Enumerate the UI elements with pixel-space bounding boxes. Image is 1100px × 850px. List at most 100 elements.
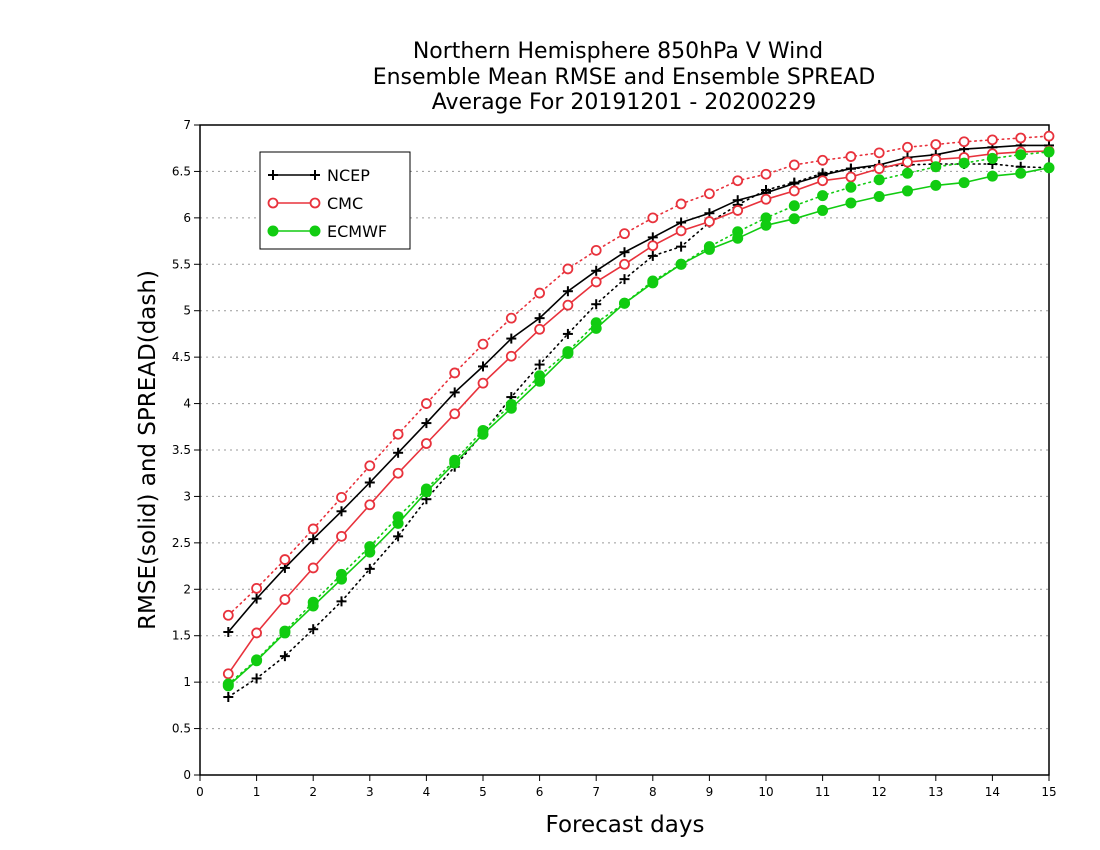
spread-point-cmc	[704, 188, 715, 200]
rmse-point-ncep	[732, 195, 743, 206]
spread-point-cmc	[873, 147, 885, 159]
chart-title: Northern Hemisphere 850hPa V Wind Ensemb…	[373, 39, 876, 115]
y-tick-label: 4.5	[172, 350, 191, 364]
y-tick-label: 6.5	[172, 164, 191, 178]
spread-point-cmc	[647, 212, 659, 224]
series-ecmwf	[222, 146, 1055, 692]
spread-point-cmc	[562, 263, 574, 275]
y-tick-label: 5	[183, 304, 191, 318]
legend-item-ncep: NCEP	[268, 166, 370, 185]
legend-marker	[267, 225, 279, 237]
rmse-point-ecmwf	[760, 219, 772, 231]
y-tick-label: 3.5	[172, 443, 191, 457]
rmse-point-ecmwf	[619, 297, 630, 309]
spread-point-cmc	[1043, 130, 1055, 142]
rmse-point-ecmwf	[788, 213, 800, 225]
y-tick-label: 0.5	[172, 722, 191, 736]
rmse-point-cmc	[307, 562, 319, 574]
rmse-point-ecmwf	[703, 243, 715, 255]
x-tick-label: 15	[1041, 785, 1056, 799]
rmse-point-ncep	[449, 387, 460, 398]
spread-point-ncep	[393, 531, 404, 542]
rmse-point-ecmwf	[420, 486, 432, 498]
rmse-point-ecmwf	[477, 428, 489, 440]
rmse-point-cmc	[675, 225, 687, 237]
series-cmc	[222, 130, 1055, 680]
spread-point-ncep	[251, 673, 262, 684]
y-tick-label: 3	[183, 489, 191, 503]
rmse-point-ncep	[336, 506, 347, 517]
spread-point-cmc	[817, 154, 828, 166]
spread-point-cmc	[902, 141, 913, 153]
x-tick-label: 1	[253, 785, 261, 799]
x-tick-label: 13	[928, 785, 943, 799]
rmse-point-cmc	[788, 185, 800, 197]
spread-point-ecmwf	[817, 190, 829, 202]
legend-item-ecmwf: ECMWF	[267, 222, 387, 241]
spread-point-ecmwf	[788, 200, 800, 212]
chart-title-line-3: Average For 20191201 - 20200229	[432, 90, 817, 115]
rmse-point-ecmwf	[336, 573, 347, 585]
x-tick-label: 12	[872, 785, 887, 799]
rmse-point-ncep	[478, 361, 488, 372]
spread-line-cmc	[227, 135, 1050, 617]
rmse-point-cmc	[477, 377, 489, 389]
rmse-point-ecmwf	[505, 402, 517, 414]
rmse-point-ecmwf	[1043, 162, 1055, 174]
spread-point-ncep	[591, 299, 602, 310]
spread-point-ncep	[676, 241, 687, 252]
spread-point-ncep	[364, 563, 375, 574]
spread-point-ecmwf	[902, 167, 913, 179]
rmse-point-cmc	[420, 438, 432, 449]
spread-point-ecmwf	[873, 174, 885, 186]
legend: NCEP CMC ECMWF	[259, 151, 411, 250]
rmse-point-ecmwf	[590, 322, 602, 334]
spread-point-ncep	[223, 692, 234, 702]
spread-point-ecmwf	[930, 161, 942, 173]
y-tick-label: 1.5	[172, 629, 191, 643]
rmse-point-cmc	[562, 299, 574, 311]
spread-point-cmc	[845, 151, 857, 162]
spread-point-cmc	[420, 398, 432, 409]
legend-label-cmc: CMC	[327, 194, 363, 213]
spread-point-cmc	[251, 582, 263, 594]
x-tick-label: 11	[815, 785, 830, 799]
spread-point-ecmwf	[1043, 146, 1055, 158]
legend-marker	[268, 170, 278, 180]
rmse-point-cmc	[845, 171, 857, 183]
x-tick-label: 3	[366, 785, 374, 799]
x-tick-label: 4	[423, 785, 431, 799]
rmse-point-ecmwf	[873, 191, 885, 202]
rmse-point-ecmwf	[222, 680, 234, 692]
spread-point-ecmwf	[1015, 149, 1027, 161]
spread-point-cmc	[788, 159, 800, 171]
y-tick-label: 7	[183, 118, 191, 132]
spread-point-cmc	[364, 460, 376, 472]
rmse-point-ncep	[619, 247, 630, 258]
rmse-point-cmc	[279, 594, 291, 605]
rmse-point-cmc	[619, 258, 630, 270]
spread-point-ecmwf	[958, 157, 970, 169]
rmse-point-ncep	[506, 333, 517, 344]
rmse-point-ncep	[223, 627, 234, 637]
y-tick-label: 0	[183, 768, 191, 782]
spread-point-ncep	[336, 596, 347, 607]
spread-point-ncep	[279, 651, 290, 662]
rmse-point-cmc	[336, 530, 347, 542]
spread-point-cmc	[449, 367, 461, 379]
spread-point-cmc	[732, 175, 744, 187]
spread-point-cmc	[1015, 132, 1027, 144]
rmse-point-cmc	[449, 408, 461, 420]
spread-point-ecmwf	[845, 181, 857, 193]
rmse-point-ncep	[364, 477, 375, 488]
rmse-point-cmc	[704, 216, 715, 227]
rmse-point-ecmwf	[279, 627, 291, 639]
spread-point-cmc	[392, 428, 404, 440]
rmse-point-ecmwf	[251, 655, 263, 667]
x-tick-label: 5	[479, 785, 487, 799]
spread-point-cmc	[987, 134, 998, 146]
rmse-point-cmc	[534, 323, 545, 335]
axes: 00.511.522.533.544.555.566.570 1 2 3 4 5 6 7 8 9 1…	[172, 118, 1057, 799]
rmse-point-cmc	[590, 276, 602, 288]
rmse-point-ncep	[562, 286, 573, 297]
